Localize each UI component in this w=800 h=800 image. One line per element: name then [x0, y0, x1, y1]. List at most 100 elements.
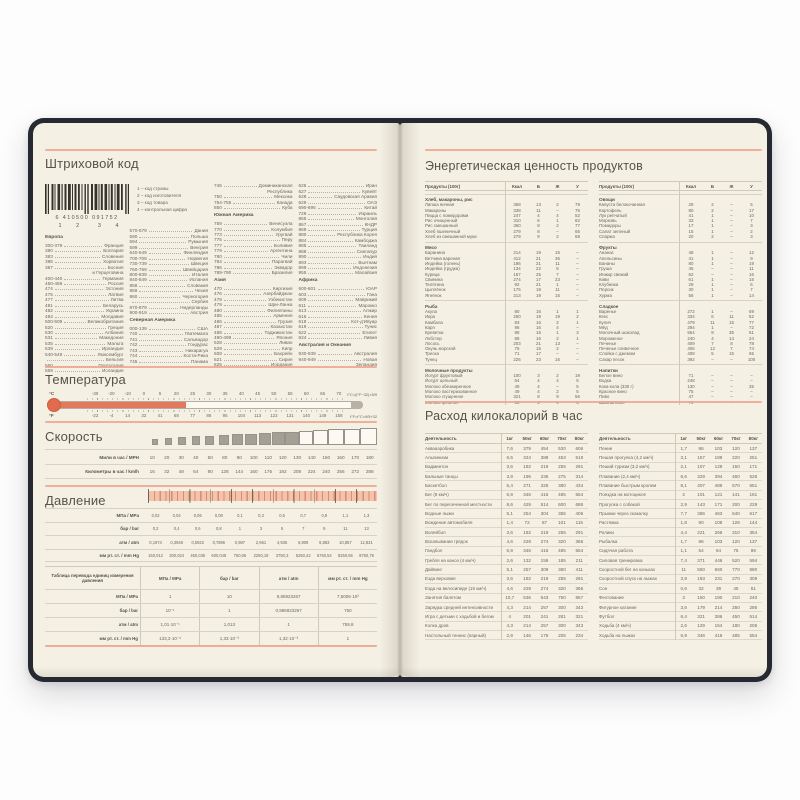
- country-name: Эстония: [105, 286, 124, 292]
- dotted-leader: [223, 245, 272, 247]
- country-row: 624 Ливия: [299, 335, 378, 340]
- activity-row: Волейбол 3,6 182 219 255 291: [425, 528, 588, 538]
- country-name: Грузия: [278, 318, 293, 324]
- dotted-leader: [139, 334, 183, 336]
- country-row: 594 Румыния: [130, 239, 209, 244]
- activity-row: Альпинизм 6,5 324 388 453 518: [425, 453, 588, 463]
- country-name: Малайзия: [355, 270, 377, 276]
- country-name: Куба: [282, 205, 293, 211]
- w80-header: 80кг: [748, 436, 758, 441]
- country-code: 487: [214, 324, 222, 330]
- country-code: 930-939: [298, 351, 316, 357]
- section-divider: [425, 401, 762, 403]
- country-code: 621: [214, 356, 222, 362]
- conversion-table-row: Таблица перевода единиц измерения давлен…: [45, 567, 377, 590]
- country-name: Испания: [189, 277, 208, 283]
- scale-tick-label: 86: [206, 413, 212, 418]
- country-row: 870-879 Нидерланды: [130, 304, 209, 310]
- value-cell: 0,1: [237, 512, 243, 518]
- value-cell: 128: [220, 469, 229, 474]
- dotted-leader: [223, 289, 271, 290]
- country-code: 865: [298, 216, 307, 222]
- food-row: Лук репчатый 41 1–10: [599, 212, 754, 218]
- country-name: Шри-Ланка: [268, 302, 293, 308]
- country-name: Италия: [192, 271, 208, 277]
- scale-tick-label: -30: [91, 391, 99, 396]
- food-tables: Продукты (100г) Ккал Б Ж У Хлеб, макарон…: [425, 181, 762, 405]
- country-code: 885: [298, 243, 307, 249]
- country-code: 594: [129, 239, 138, 245]
- speed-square: [217, 435, 231, 445]
- food-row: Ветчина вареная 412 21 36–: [425, 255, 579, 261]
- activity-row: Вождение автомобиля 1,4 72 87 101 115: [425, 519, 588, 529]
- scale-tick-label: 70: [336, 391, 342, 396]
- country-code: 860: [129, 293, 138, 299]
- dotted-leader: [317, 354, 352, 356]
- country-code: 500-509: [45, 319, 63, 325]
- dotted-leader: [308, 327, 363, 329]
- country-name: Марокко: [358, 302, 377, 308]
- country-code: 475: [45, 291, 53, 297]
- scale-tick-label: 77: [190, 413, 196, 418]
- column-separator: [679, 182, 680, 405]
- country-group-header: Азия: [214, 278, 226, 284]
- dotted-leader: [223, 327, 269, 329]
- country-row: 859 Чехия: [130, 288, 209, 293]
- country-row: 740 Гватемала: [130, 331, 209, 336]
- value-cell: 180: [365, 454, 374, 460]
- mmhg-values: 150,012 300,024 450,036 600,048 750,06 2250,1…: [145, 553, 377, 558]
- country-name: Вьетнам: [358, 259, 377, 265]
- country-code: 940-949: [298, 356, 316, 362]
- country-code: 629: [298, 199, 307, 205]
- protein-header: Б: [536, 183, 541, 189]
- country-name: Македония: [99, 335, 124, 341]
- country-row: 779 Аргентина: [214, 248, 293, 253]
- dotted-leader: [223, 235, 274, 236]
- fahrenheit-unit-label: °F: [49, 413, 54, 418]
- country-row-continuation: и Герцеговина: [45, 270, 123, 275]
- activity-row: Бальные танцы 3,9 196 236 275 314: [425, 472, 588, 482]
- pressure-mpa-row: МПа / MPa 0,02 0,04 0,06 0,08 0,1 0,3 0,5 0,7 0,…: [45, 508, 377, 522]
- activity-row: Фехтование 3 150 180 210 240: [599, 594, 762, 603]
- dotted-leader: [223, 267, 273, 269]
- country-row: 627 Кувейт: [299, 188, 378, 194]
- food-row: Лосось 203 21 13–: [425, 340, 579, 346]
- value-cell: 80: [222, 454, 228, 460]
- dotted-leader: [54, 300, 109, 302]
- food-row: Икра 250 19 19 2: [425, 314, 579, 320]
- value-cell: 6750,54: [316, 552, 332, 558]
- fahrenheit-scale: -22 -4 14 32 41 68 77 86 95 104 113 122 131 140 149 158: [87, 413, 347, 418]
- country-row: 640-649 Финляндия: [130, 250, 209, 255]
- country-row: 626 Иран: [299, 183, 378, 188]
- country-code: 729: [298, 210, 307, 216]
- country-row: 590 Польша: [130, 233, 209, 239]
- food-row: Апельсины 41 1–9: [599, 255, 753, 261]
- country-name: Сербия: [191, 299, 208, 305]
- country-row: 867 КНДР: [298, 221, 378, 227]
- dotted-leader: [54, 343, 106, 345]
- dotted-leader: [54, 327, 107, 329]
- value-cell: 1,3: [363, 512, 370, 518]
- calorie-tables: Деятельность 1кг 50кг 60кг 70кг 80кг Акв…: [425, 433, 762, 641]
- activity-row: Настольный теннис (парный) 2,9 146 176 205 23…: [425, 631, 588, 641]
- scale-tick-label: 65: [320, 391, 326, 396]
- w80-header: 80кг: [574, 436, 584, 441]
- country-name: Норвегия: [187, 255, 208, 261]
- dotted-leader: [233, 273, 270, 275]
- country-row: 775 Перу: [214, 237, 293, 242]
- food-row: Камбала 83 16 2 1: [425, 319, 579, 325]
- country-row: 478 Узбекистан: [214, 296, 293, 302]
- country-code: 867: [298, 221, 307, 227]
- country-row: 900-919 Австрия: [130, 310, 209, 315]
- country-name: Тунис: [364, 324, 378, 330]
- country-row: 300-379 Франция: [45, 243, 124, 248]
- value-cell: 140: [307, 454, 316, 460]
- food-section-header: Напитки: [599, 364, 762, 373]
- food-row: Слойка с джемом 408 5 15 65: [599, 351, 754, 357]
- country-code: 529: [214, 345, 222, 351]
- country-row: 773 Уругвай: [214, 232, 293, 237]
- country-row: 387 Босния: [45, 264, 124, 270]
- country-code: 387: [45, 264, 53, 270]
- country-code: 850: [214, 205, 222, 211]
- section-divider: [45, 149, 377, 151]
